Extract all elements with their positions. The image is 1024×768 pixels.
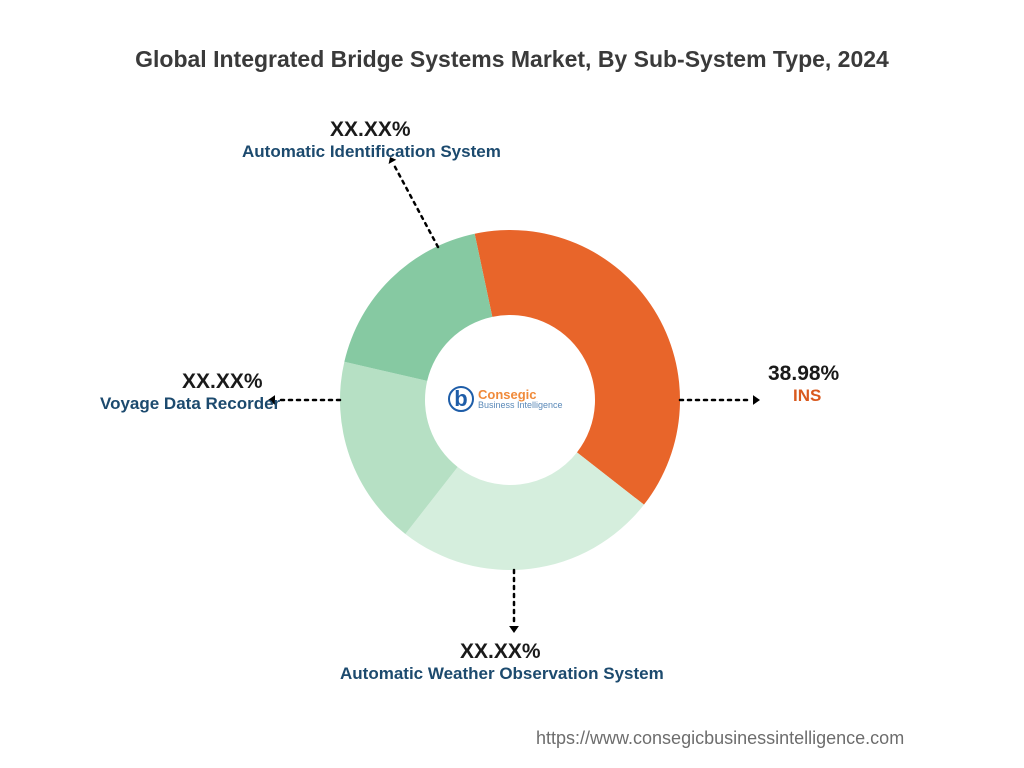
callout-awos-pct: XX.XX%: [460, 640, 541, 664]
callout-ais-pct: XX.XX%: [330, 118, 411, 142]
footer-url: https://www.consegicbusinessintelligence…: [536, 728, 904, 749]
leader-ais: [394, 165, 438, 247]
slice-ais: [344, 234, 492, 381]
center-logo: b Consegic Business Intelligence: [448, 386, 563, 412]
logo-line2: Business Intelligence: [478, 401, 563, 410]
callout-ins-label: INS: [793, 386, 821, 406]
callout-vdr-label: Voyage Data Recorder: [100, 394, 280, 414]
callout-vdr-pct: XX.XX%: [182, 370, 263, 394]
callout-ins-pct: 38.98%: [768, 362, 839, 386]
logo-icon: b: [448, 386, 474, 412]
callout-awos-label: Automatic Weather Observation System: [340, 664, 664, 684]
callout-ais-label: Automatic Identification System: [242, 142, 501, 162]
